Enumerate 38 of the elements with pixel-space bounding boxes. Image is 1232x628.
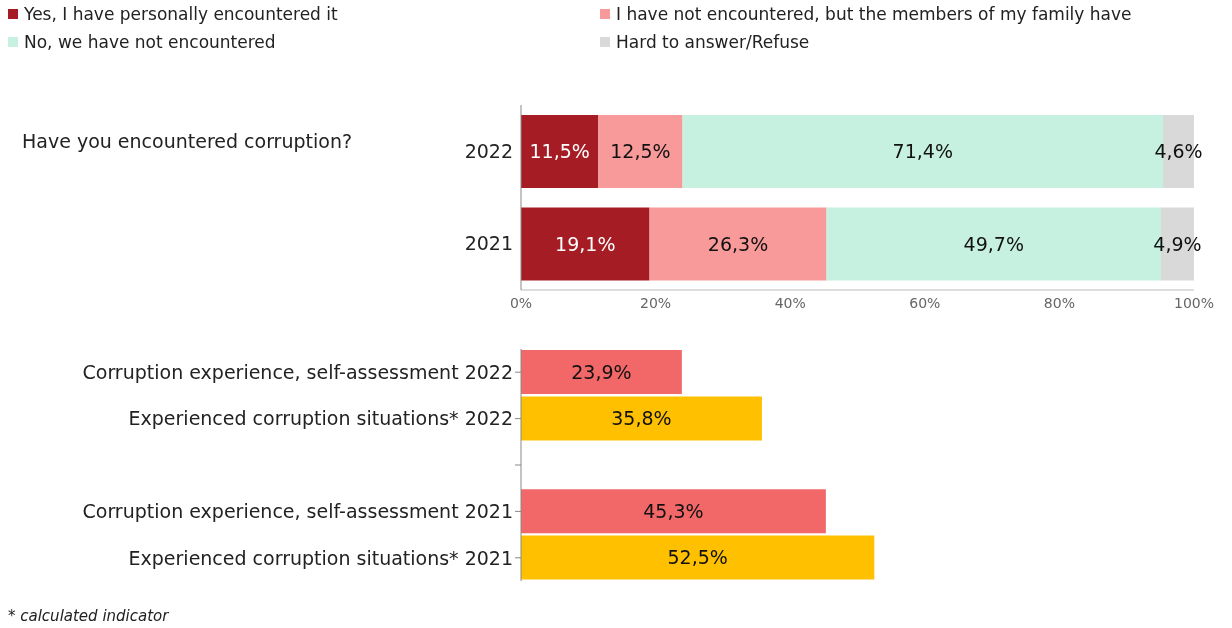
x-tick-label: 20% xyxy=(640,294,672,311)
y-axis-title: Have you encountered corruption? xyxy=(22,130,353,152)
x-tick-label: 40% xyxy=(774,294,806,311)
data-label: 71,4% xyxy=(892,140,953,163)
legend-label: I have not encountered, but the members of my family have xyxy=(616,4,1132,24)
data-label: 19,1% xyxy=(555,232,616,255)
data-label: 26,3% xyxy=(707,232,769,255)
data-label: 4,6% xyxy=(1154,140,1203,163)
x-tick-label: 60% xyxy=(909,294,941,311)
legend-label: Yes, I have personally encountered it xyxy=(24,4,338,24)
bar xyxy=(649,207,827,281)
data-label: 11,5% xyxy=(529,140,590,163)
data-label: 52,5% xyxy=(667,546,728,569)
x-tick-label: 100% xyxy=(1173,294,1215,311)
legend-label: Hard to answer/Refuse xyxy=(616,32,810,52)
bar xyxy=(521,115,599,188)
data-label: 35,8% xyxy=(611,407,672,430)
bar xyxy=(521,350,682,394)
bar xyxy=(521,207,650,281)
data-label: 49,7% xyxy=(963,232,1024,255)
y-tick-label: 2021 xyxy=(464,232,513,255)
y-tick-label: Experienced corruption situations* 2022 xyxy=(128,407,513,430)
y-tick-label: Corruption experience, self-assessment 2022 xyxy=(82,360,513,383)
bar xyxy=(521,396,762,441)
x-tick-label: 80% xyxy=(1043,294,1075,311)
data-label: 23,9% xyxy=(571,360,632,383)
bar xyxy=(598,115,683,188)
y-tick-label: 2022 xyxy=(464,139,513,162)
text: * calculated indicator xyxy=(8,607,169,625)
y-tick-label: Corruption experience, self-assessment 2021 xyxy=(82,500,513,523)
x-tick-label: 0% xyxy=(509,294,533,311)
legend-label: No, we have not encountered xyxy=(24,32,276,52)
data-label: 45,3% xyxy=(643,499,704,522)
y-tick-label: Experienced corruption situations* 2021 xyxy=(128,546,513,569)
bar xyxy=(521,535,875,580)
data-label: 4,9% xyxy=(1153,232,1202,255)
bar xyxy=(521,489,826,534)
data-label: 12,5% xyxy=(610,140,671,163)
